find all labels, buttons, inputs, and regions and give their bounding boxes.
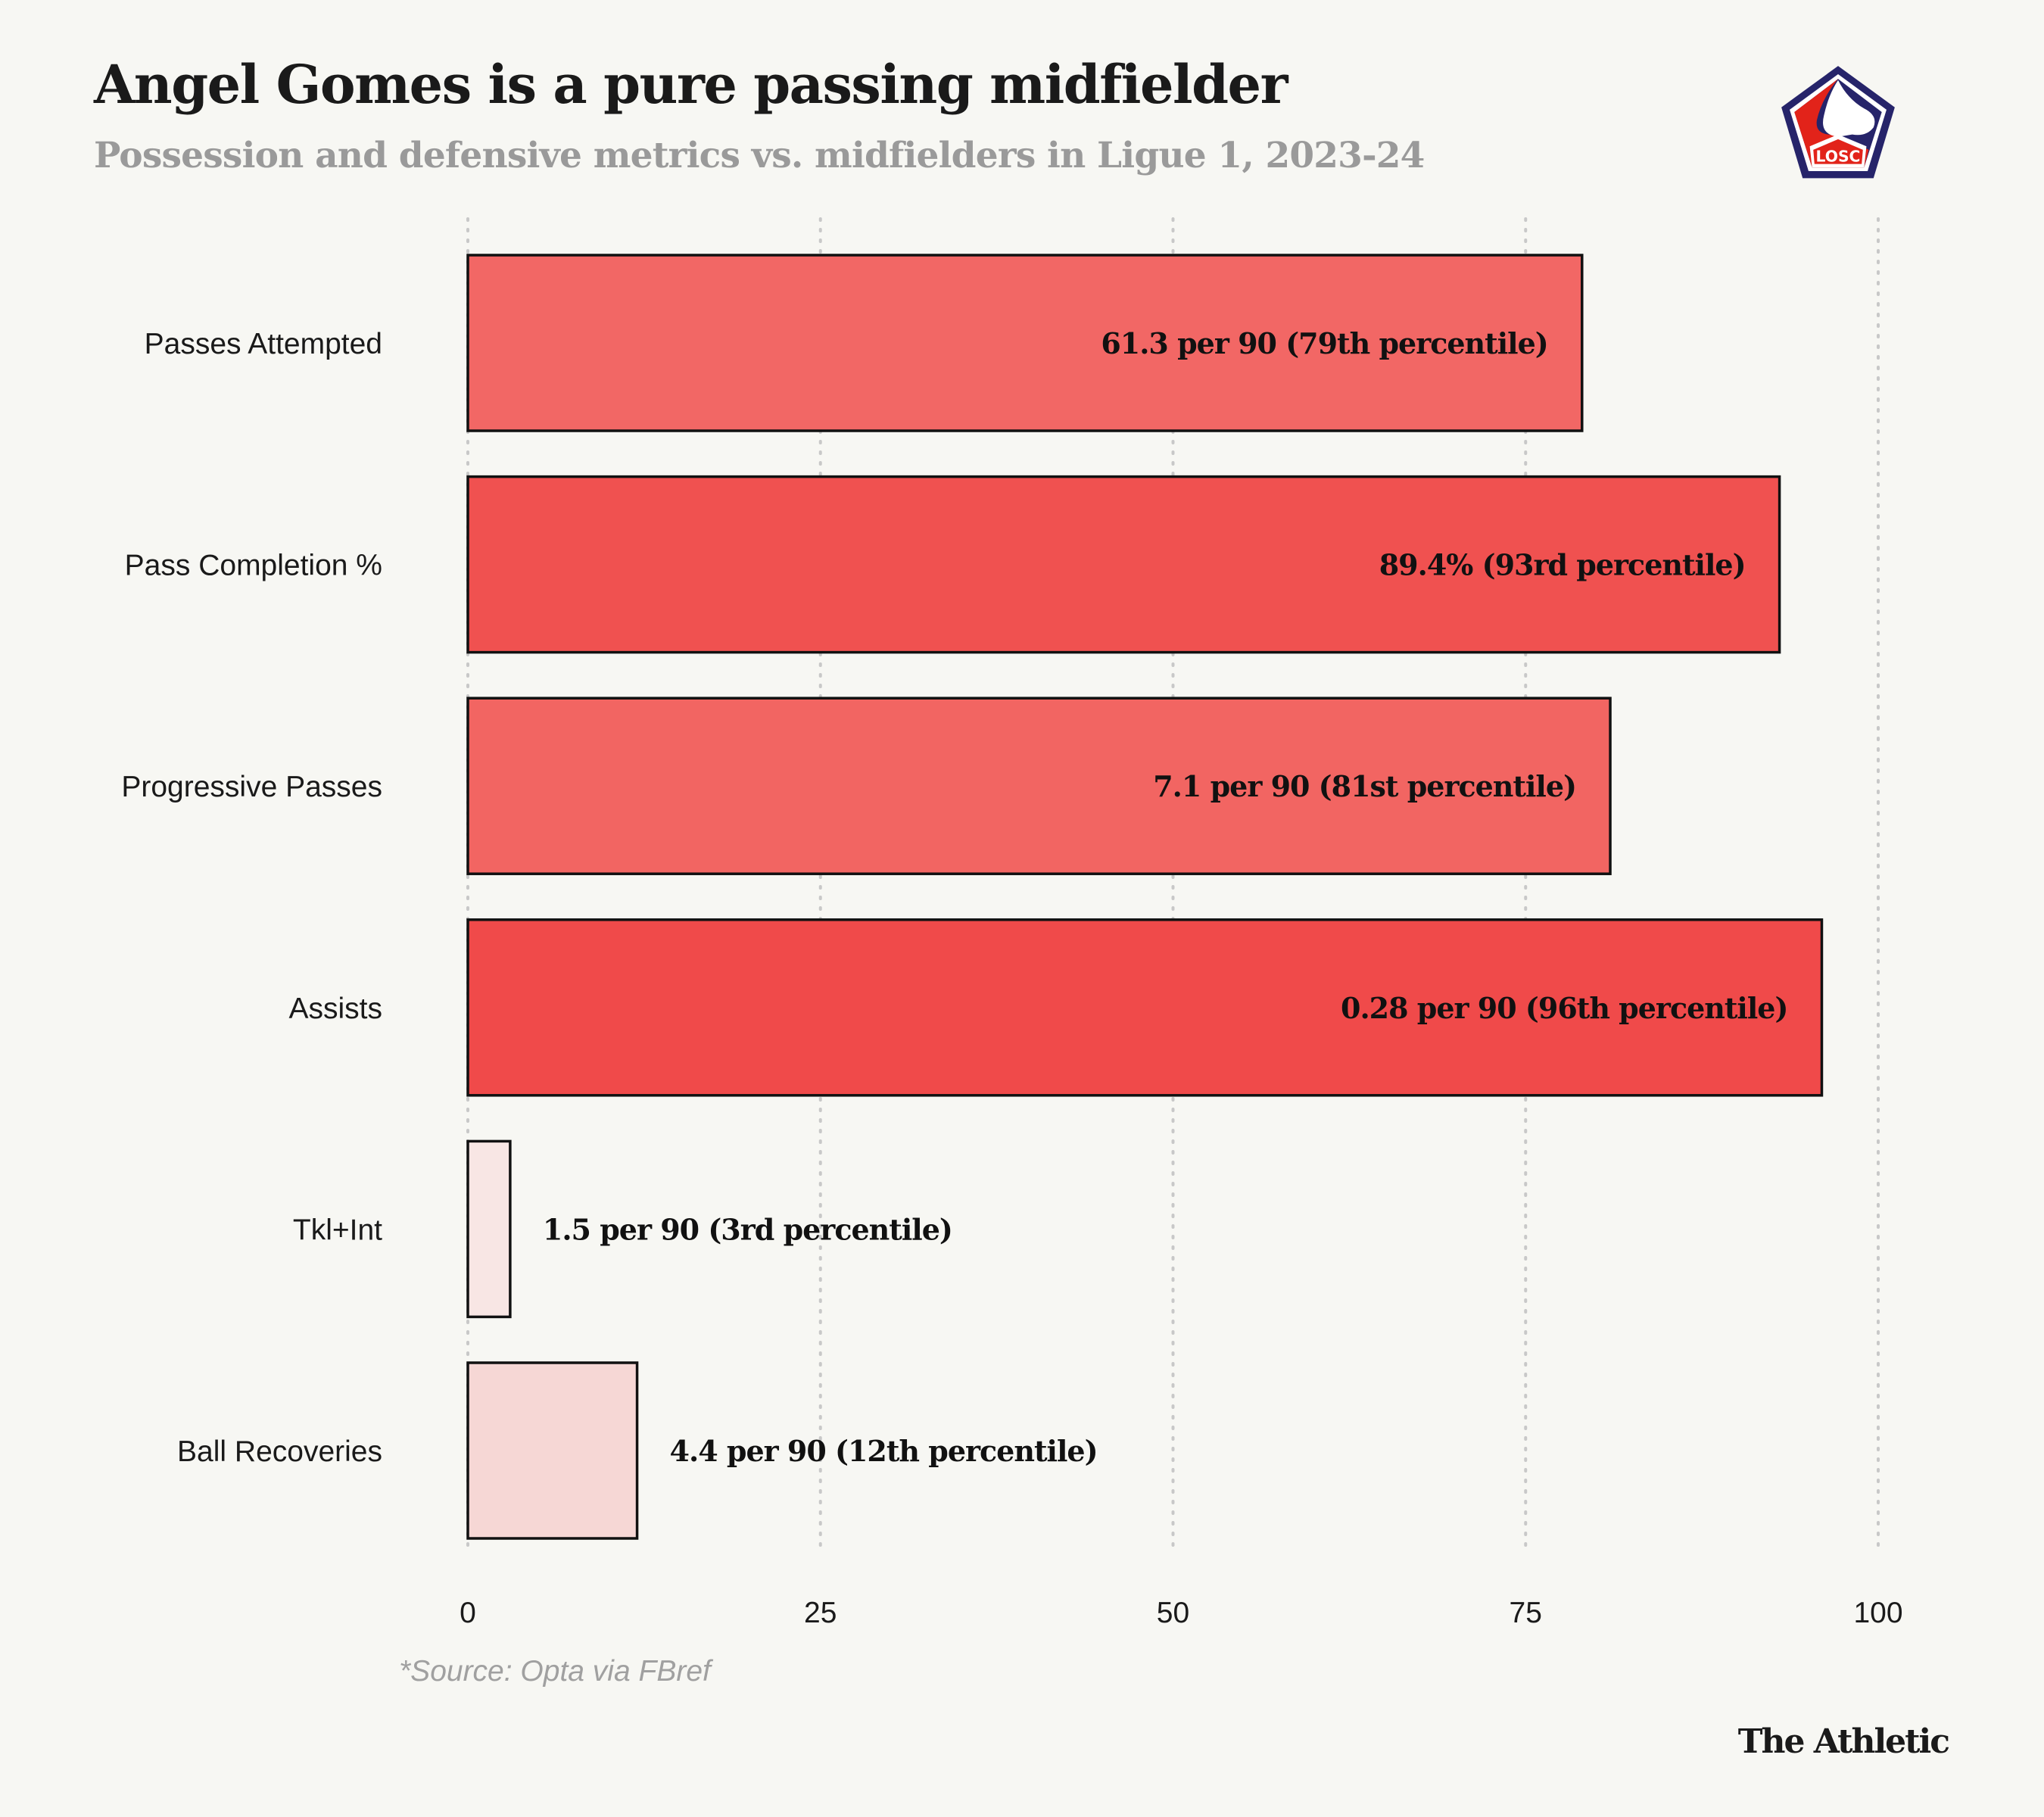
x-tick-label: 0 — [460, 1597, 476, 1629]
bar — [466, 254, 1584, 432]
bar — [466, 697, 1612, 875]
data-label: 89.4% (93rd percentile) — [1379, 548, 1746, 582]
x-tick-label: 75 — [1510, 1597, 1542, 1629]
bar — [466, 1139, 512, 1319]
chart-title: Angel Gomes is a pure passing midfielder — [94, 53, 1288, 116]
data-label: 1.5 per 90 (3rd percentile) — [543, 1212, 952, 1246]
x-tick-label: 100 — [1853, 1597, 1902, 1629]
category-label: Pass Completion % — [125, 550, 382, 582]
bar — [466, 475, 1781, 654]
category-label: Tkl+Int — [293, 1214, 382, 1246]
losc-logo: LOSC — [1781, 66, 1895, 179]
x-tick-label: 50 — [1157, 1597, 1189, 1629]
data-label: 4.4 per 90 (12th percentile) — [670, 1434, 1098, 1468]
data-label: 61.3 per 90 (79th percentile) — [1101, 326, 1547, 360]
brand-wordmark: The Athletic — [1737, 1722, 1950, 1761]
svg-text:LOSC: LOSC — [1816, 147, 1861, 165]
category-label: Assists — [288, 993, 382, 1025]
source-note: *Source: Opta via FBref — [399, 1655, 711, 1688]
category-label: Progressive Passes — [121, 771, 382, 803]
x-tick-label: 25 — [804, 1597, 837, 1629]
category-label: Ball Recoveries — [177, 1435, 382, 1468]
chart-subtitle: Possession and defensive metrics vs. mid… — [94, 135, 1425, 176]
data-label: 0.28 per 90 (96th percentile) — [1341, 991, 1787, 1025]
bar — [466, 1361, 639, 1540]
data-label: 7.1 per 90 (81st percentile) — [1153, 769, 1576, 803]
bar — [466, 918, 1824, 1097]
category-label: Passes Attempted — [145, 328, 382, 360]
